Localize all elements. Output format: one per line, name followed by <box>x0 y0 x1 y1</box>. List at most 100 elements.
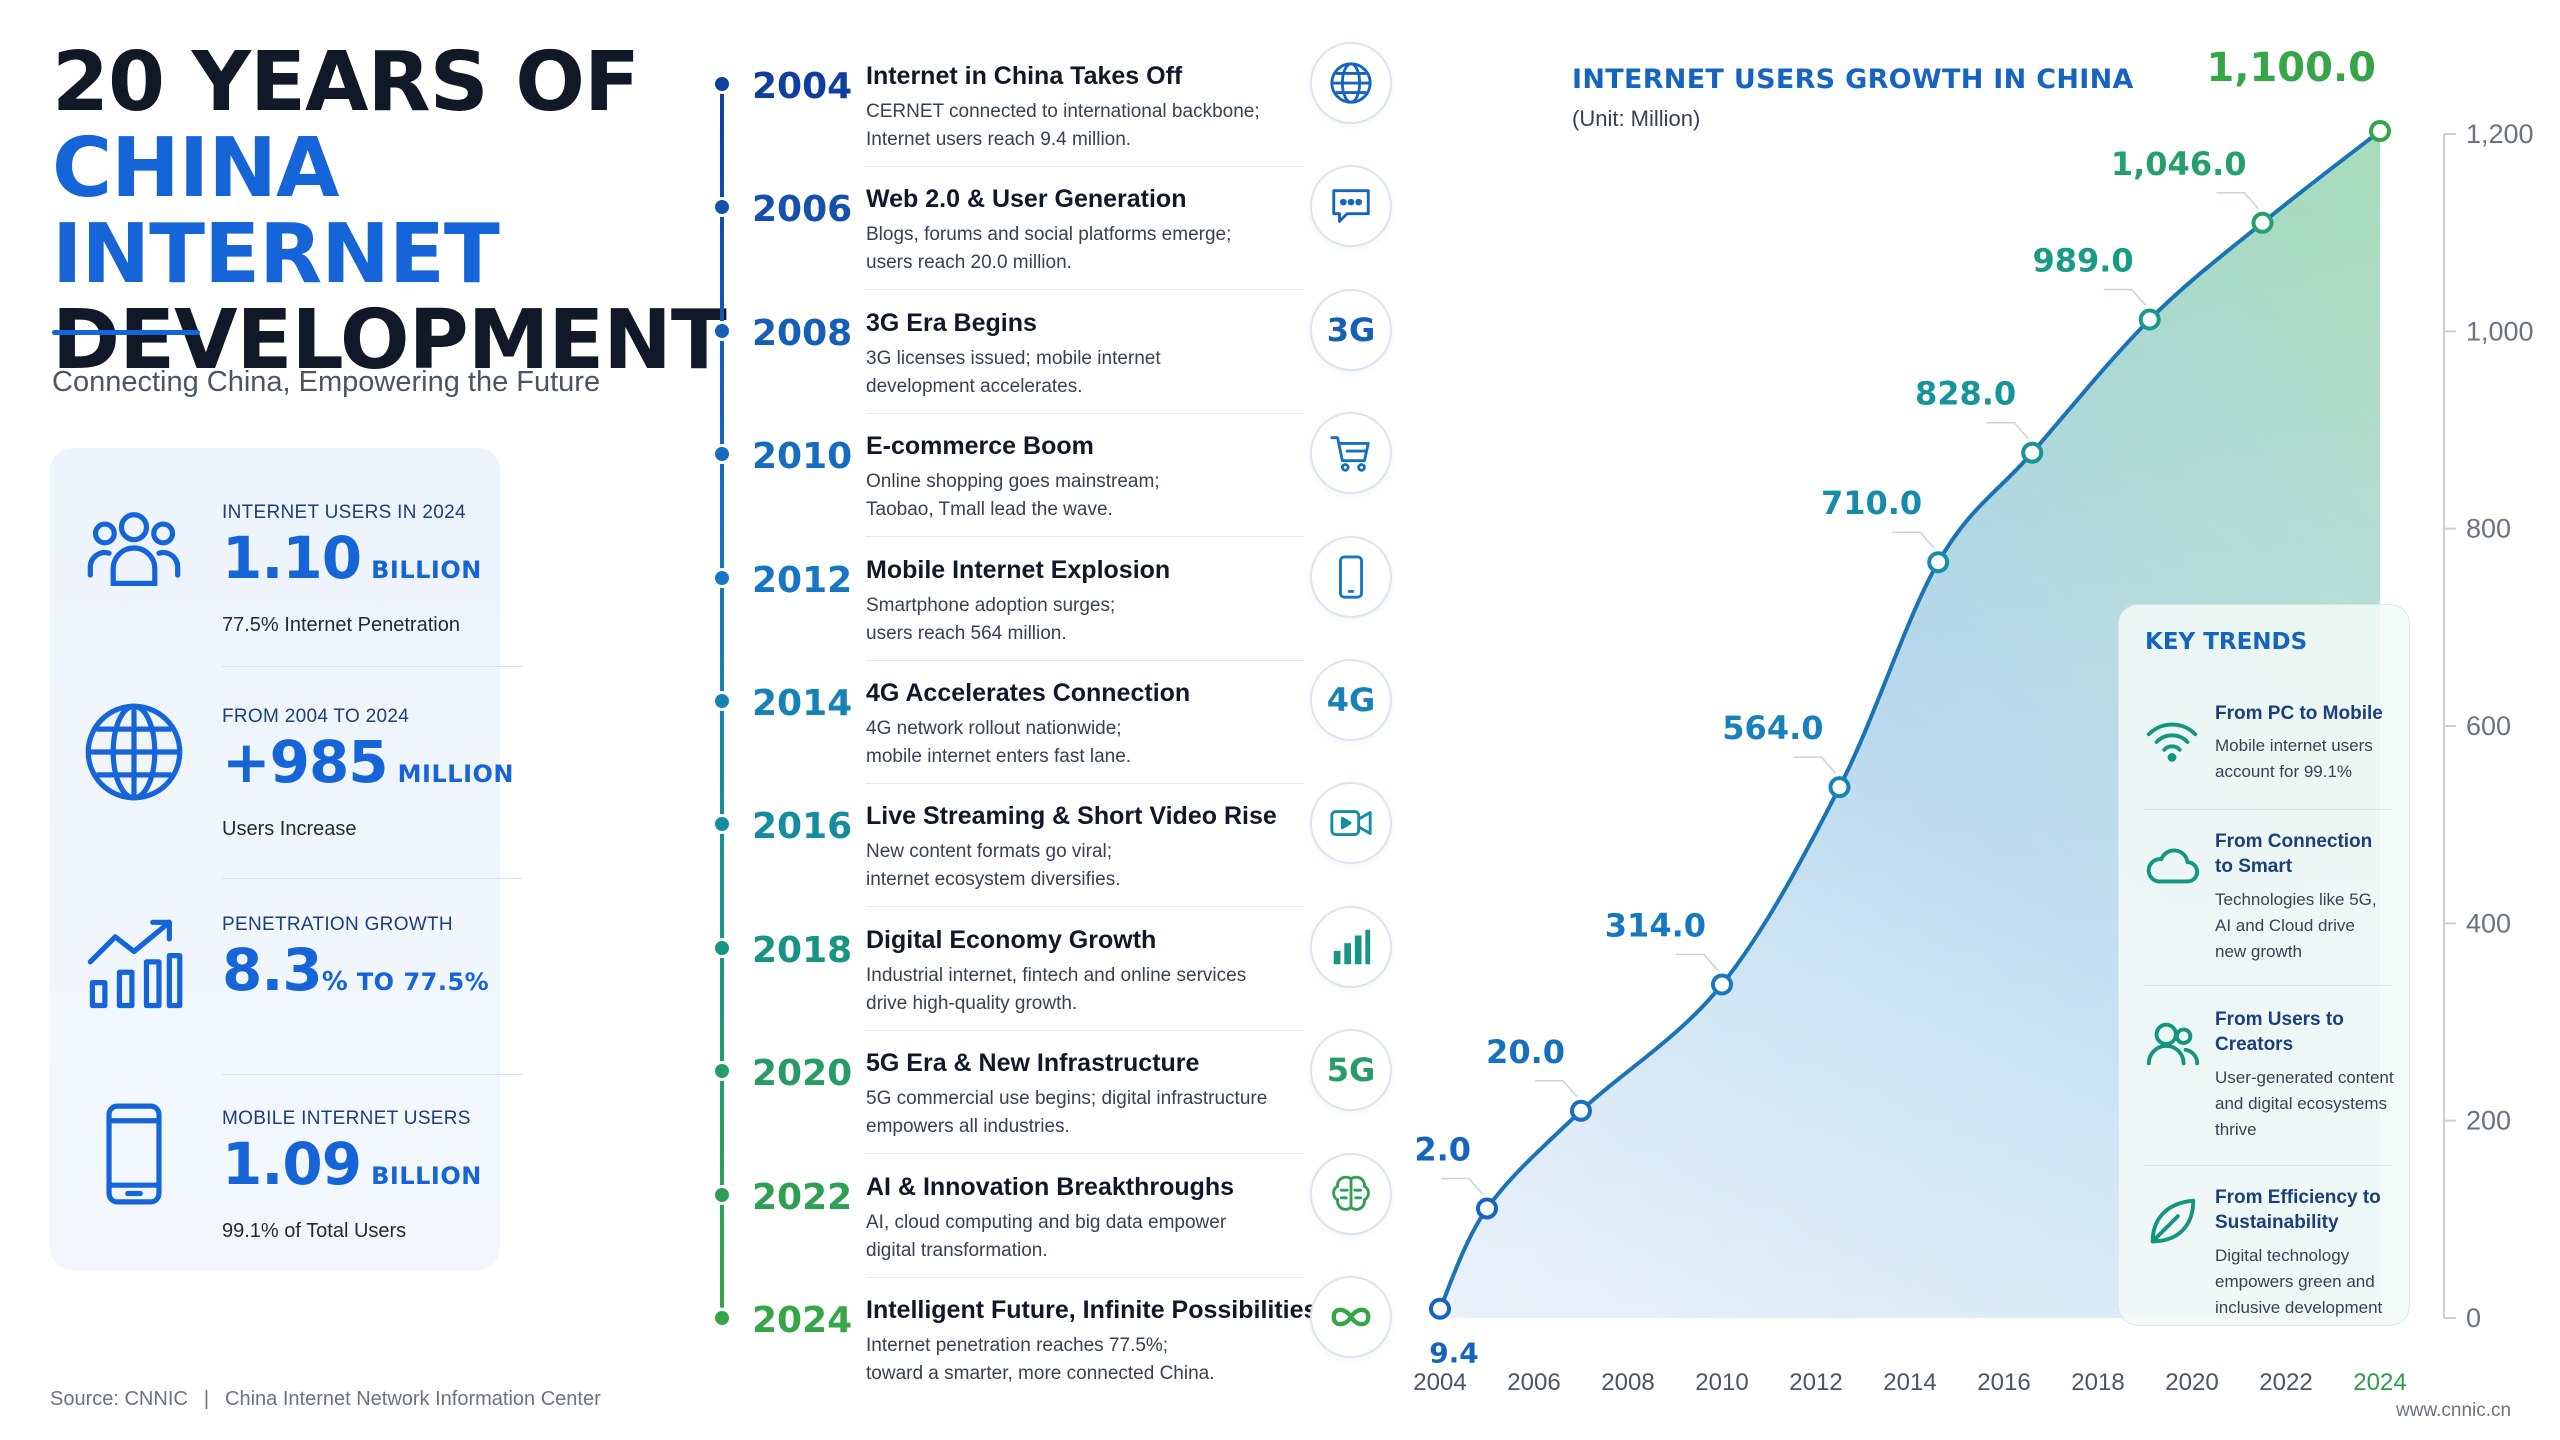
data-point <box>1711 973 1733 996</box>
shopping-cart-icon <box>1310 412 1392 495</box>
timeline-divider <box>866 783 1304 784</box>
data-label-leader <box>1441 1177 1484 1195</box>
timeline-item-2012: 2012 Mobile Internet Explosion Smartphone … <box>700 535 1400 690</box>
data-point <box>1429 1297 1451 1320</box>
source-name: China Internet Network Information Cente… <box>225 1388 601 1410</box>
x-tick-label: 2010 <box>1695 1369 1748 1396</box>
5g-icon: 5G <box>1310 1029 1392 1112</box>
stat-divider <box>222 1074 522 1075</box>
3g-icon: 3G <box>1310 288 1392 371</box>
smartphone-icon <box>1310 535 1392 618</box>
stats-card: INTERNET USERS IN 2024 1.10 BILLION 77.5%… <box>50 448 522 1270</box>
stat-note: 77.5% Internet Penetration <box>222 614 460 636</box>
source-prefix: Source: CNNIC <box>50 1388 188 1410</box>
timeline-year: 2014 <box>752 683 853 724</box>
timeline-title: Digital Economy Growth <box>866 925 1157 954</box>
stat-users-increase: FROM 2004 TO 2024 +985 MILLION Users Incr… <box>50 678 513 878</box>
data-label-leader <box>1986 421 2029 440</box>
timeline-divider <box>866 166 1304 167</box>
timeline-year: 2024 <box>752 1300 853 1341</box>
cloud-icon <box>2143 837 2201 895</box>
users-icon <box>82 496 186 600</box>
trend-desc: Technologies like 5G, AI and Cloud drive n… <box>2215 890 2377 961</box>
trend-divider <box>2143 985 2391 986</box>
stat-divider <box>222 878 522 879</box>
data-label: 1,046.0 <box>2111 145 2247 183</box>
timeline-description: Blogs, forums and social platforms emerg… <box>866 224 1232 274</box>
timeline-dot <box>712 937 732 958</box>
timeline-year: 2016 <box>752 806 853 848</box>
trend-title: From Connection to Smart <box>2215 831 2373 877</box>
stat-value: 8.3% TO 77.5% <box>222 936 490 1004</box>
key-trends-panel: KEY TRENDS From PC to Mobile Mobile inte… <box>2118 604 2410 1326</box>
timeline-divider <box>866 412 1304 414</box>
4g-icon: 4G <box>1310 659 1392 741</box>
timeline-item-2010: 2010 E-commerce Boom Online shopping goes … <box>700 412 1400 566</box>
stat-internet-users: INTERNET USERS IN 2024 1.10 BILLION 77.5%… <box>50 472 500 672</box>
timeline-item-2020: 2020 5G Era & New Infrastructure 5G commer… <box>700 1029 1400 1183</box>
timeline-description: 4G network rollout nationwide; mobile int… <box>866 718 1132 767</box>
wifi-icon <box>2143 711 2201 769</box>
timeline-divider <box>866 1153 1304 1155</box>
stat-note: 99.1% of Total Users <box>222 1220 407 1242</box>
timeline-divider <box>866 906 1304 908</box>
globe-icon <box>82 700 186 804</box>
globe-icon <box>1310 42 1392 124</box>
x-tick-label: 2016 <box>1977 1369 2030 1396</box>
timeline-dot <box>712 74 732 94</box>
timeline-dot <box>712 1184 732 1205</box>
timeline-item-2014: 2014 4G Accelerates Connection 4G network … <box>700 659 1400 813</box>
x-tick-label: 2012 <box>1789 1369 1842 1396</box>
data-point <box>2251 211 2274 234</box>
timeline-divider <box>866 536 1304 538</box>
data-label-leader <box>1793 756 1837 774</box>
data-label: 2.0 <box>1414 1130 1471 1168</box>
timeline-title: AI & Innovation Breakthroughs <box>866 1172 1235 1201</box>
data-label: 9.4 <box>1429 1337 1479 1370</box>
chart-title: INTERNET USERS GROWTH IN CHINA <box>1572 64 2134 95</box>
timeline-title: 5G Era & New Infrastructure <box>866 1049 1200 1078</box>
data-label: 828.0 <box>1915 375 2016 413</box>
timeline-description: Smartphone adoption surges; users reach 5… <box>866 594 1116 644</box>
data-point <box>2021 441 2044 464</box>
title-line-2: CHINA INTERNET <box>52 121 500 302</box>
source-note: Source: CNNIC | China Internet Network Inf… <box>50 1388 601 1411</box>
brain-icon <box>1310 1152 1392 1235</box>
stat-penetration-growth: PENETRATION GROWTH 8.3% TO 77.5% <box>50 900 500 1100</box>
data-point <box>1476 1197 1498 1220</box>
data-label-leader <box>2103 288 2147 306</box>
x-tick-label: 2020 <box>2165 1369 2218 1396</box>
stat-value: +985 MILLION <box>222 728 514 796</box>
data-label: 989.0 <box>2032 241 2133 279</box>
timeline-description: AI, cloud computing and big data empower… <box>866 1211 1227 1261</box>
y-tick-label: 0 <box>2466 1303 2481 1333</box>
timeline-item-2016: 2016 Live Streaming & Short Video Rise New… <box>700 782 1400 936</box>
data-point <box>1927 551 1950 574</box>
data-label: 710.0 <box>1821 484 1922 522</box>
source-separator: | <box>203 1388 210 1410</box>
bar-chart-icon <box>1310 905 1392 988</box>
stat-label: INTERNET USERS IN 2024 <box>222 502 466 523</box>
timeline-title: E-commerce Boom <box>866 432 1094 461</box>
key-trends-title: KEY TRENDS <box>2145 629 2308 655</box>
trend-desc: Digital technology empowers green and incl… <box>2215 1246 2383 1317</box>
data-point <box>2369 120 2391 143</box>
x-tick-label: 2006 <box>1507 1369 1560 1396</box>
leaf-icon <box>2143 1193 2201 1251</box>
timeline-divider <box>866 289 1304 291</box>
y-tick-label: 1,000 <box>2466 316 2534 346</box>
timeline-dot <box>712 567 732 588</box>
timeline-year: 2010 <box>752 436 853 478</box>
x-tick-label: 2008 <box>1601 1369 1654 1396</box>
users-icon <box>2143 1015 2201 1073</box>
timeline-dot <box>712 320 732 341</box>
x-tick-label: 2024 <box>2353 1369 2406 1396</box>
timeline-divider <box>866 1276 1304 1278</box>
x-tick-label: 2022 <box>2259 1369 2312 1396</box>
trend-desc: User-generated content and digital ecosys… <box>2215 1068 2394 1139</box>
timeline-year: 2008 <box>752 312 853 354</box>
timeline-dot <box>712 1308 732 1328</box>
timeline-dot <box>712 444 732 465</box>
trend-desc: Mobile internet users account for 99.1% <box>2215 736 2373 781</box>
data-label: 314.0 <box>1605 907 1706 945</box>
